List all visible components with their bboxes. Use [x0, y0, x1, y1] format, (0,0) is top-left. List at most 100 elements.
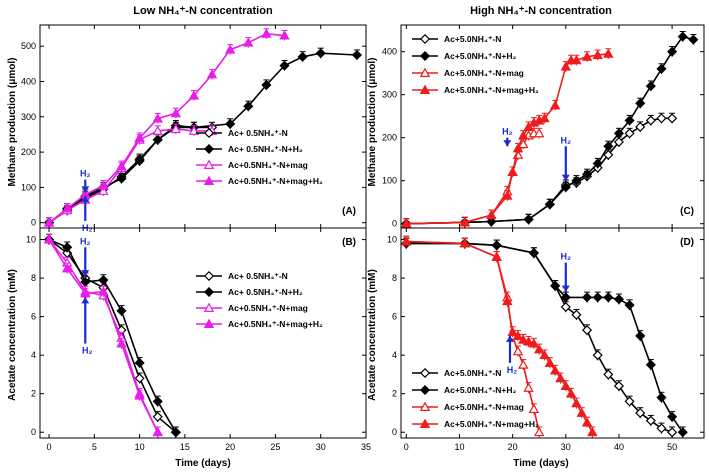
x-tick-label: 10: [454, 442, 464, 452]
data-point: [667, 46, 678, 57]
data-point: [152, 411, 163, 422]
data-point: [635, 121, 646, 132]
data-point: [560, 182, 571, 193]
h2-arrow: H₂: [505, 335, 517, 375]
data-point: [459, 216, 471, 227]
data-point: [582, 325, 593, 336]
h2-arrow: H₂: [561, 135, 571, 181]
legend-label: Ac+ 0.5NH₄⁺-N: [228, 271, 288, 281]
series-3: [401, 127, 545, 229]
data-point: [571, 397, 582, 408]
legend-label: Ac+5.0NH₄⁺-N+H₂: [444, 385, 517, 395]
y-tick-label: 8: [31, 273, 36, 283]
y-tick-label: 4: [31, 350, 36, 360]
series-4: [401, 48, 614, 229]
y-tick-label: 6: [392, 312, 397, 322]
data-point: [592, 158, 603, 169]
data-point: [486, 209, 497, 220]
data-point: [491, 240, 502, 251]
data-point: [518, 138, 529, 149]
y-tick-label: 2: [392, 389, 397, 399]
data-point: [688, 34, 699, 45]
xlabel-right: Time (days): [513, 458, 568, 469]
data-point: [61, 263, 73, 273]
data-point: [116, 305, 127, 316]
data-point: [656, 392, 667, 403]
data-point: [613, 128, 624, 139]
y-tick-label: 8: [392, 273, 397, 283]
data-point: [80, 288, 91, 298]
x-tick-label: 0: [404, 442, 409, 452]
data-point: [512, 345, 524, 356]
data-point: [206, 68, 218, 79]
data-point: [656, 63, 667, 74]
series-line: [48, 52, 357, 224]
legend-label: Ac+5.0NH₄⁺-N+mag: [444, 402, 524, 412]
legend-label: Ac+0.5NH₄⁺-N+mag+H₂: [228, 319, 323, 329]
data-point: [539, 349, 550, 360]
y-tick-label: 10: [387, 235, 397, 245]
panel-d: 0 10 20 30 40 500246810H₂H₂Ac+5.0NH₄⁺-NAc+5.0…: [387, 227, 705, 452]
data-point: [624, 300, 635, 311]
legend-label: Ac+ 0.5NH₄⁺-N: [228, 128, 288, 138]
data-point: [401, 218, 412, 228]
data-point: [152, 134, 163, 145]
series-line: [406, 35, 694, 225]
data-point: [624, 128, 635, 139]
data-point: [656, 113, 667, 124]
data-point: [170, 123, 182, 134]
data-point: [603, 141, 614, 152]
arrow-head: [81, 196, 90, 203]
data-point: [116, 160, 127, 171]
arrow-head: [81, 186, 90, 193]
data-point: [401, 236, 412, 246]
x-tick-label: 5: [92, 442, 97, 452]
plot-frame: [39, 227, 367, 439]
data-point: [98, 286, 109, 296]
data-point: [571, 54, 582, 65]
legend-marker: [203, 127, 215, 139]
data-point: [592, 49, 603, 60]
x-tick-label: 30: [561, 442, 571, 452]
data-point: [279, 60, 290, 71]
data-point: [486, 216, 497, 227]
h2-arrow: H₂: [81, 297, 93, 356]
panel-c: 0100200300400H₂H₂Ac+5.0NH₄⁺-NAc+5.0NH₄⁺-…: [382, 24, 705, 229]
series-4: [401, 235, 598, 438]
data-point: [134, 373, 145, 384]
y-tick-label: 400: [21, 76, 36, 86]
title-left: Low NH₄⁺-N concentration: [133, 5, 273, 17]
series-4: [43, 28, 290, 228]
x-tick-label: 25: [270, 442, 280, 452]
data-point: [560, 301, 571, 313]
legend-marker: [203, 159, 215, 169]
ylabel-methane-right: Methane production (μmol): [367, 58, 378, 187]
legend-label: Ac+5.0NH₄⁺-N: [444, 368, 501, 378]
legend-label: Ac+0.5NH₄⁺-N+mag: [228, 303, 308, 313]
data-point: [645, 415, 656, 426]
data-point: [518, 334, 529, 344]
legend-marker: [203, 270, 215, 282]
data-point: [667, 427, 678, 438]
data-point: [528, 247, 539, 259]
data-point: [512, 142, 524, 153]
h2-label: H₂: [80, 169, 91, 179]
data-point: [550, 280, 561, 291]
data-point: [582, 292, 593, 303]
ylabel-acetate: Acetate concentration (mM): [7, 269, 18, 401]
legend: Ac+5.0NH₄⁺-N Ac+5.0NH₄⁺-N+H₂ Ac+5.0NH₄⁺-N+…: [412, 367, 539, 429]
h2-arrow: H₂: [80, 169, 91, 193]
data-point: [533, 343, 545, 354]
data-point: [170, 427, 181, 438]
data-point: [587, 426, 598, 437]
data-point: [261, 28, 272, 38]
data-point: [152, 426, 163, 437]
data-point: [116, 338, 127, 348]
data-point: [134, 132, 145, 142]
data-point: [635, 407, 646, 419]
y-tick-label: 0: [392, 427, 397, 437]
data-point: [533, 426, 545, 437]
series-line: [48, 128, 213, 224]
series-2: [44, 47, 362, 228]
data-point: [635, 98, 646, 109]
